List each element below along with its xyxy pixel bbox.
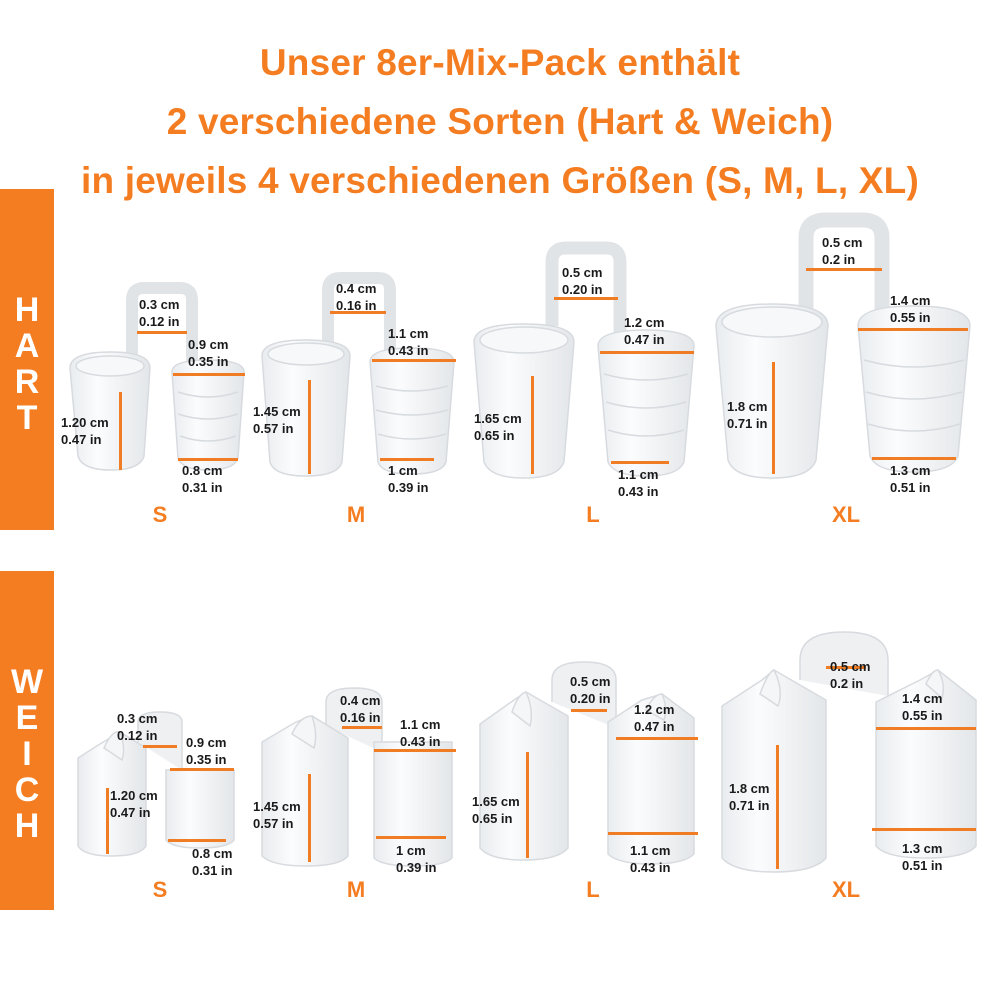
hart-m-bottom-label: 1 cm 0.39 in	[388, 463, 429, 495]
hart-l-bottom-line	[611, 461, 669, 464]
weich-xl-bridge-label: 0.5 cm 0.2 in	[830, 659, 871, 691]
hart-m-bridge-label: 0.4 cm 0.16 in	[336, 281, 377, 313]
weich-xl-bottom-line	[872, 828, 976, 831]
weich-xl-bottom-label: 1.3 cm 0.51 in	[902, 841, 943, 873]
hart-l-top-line	[600, 351, 694, 354]
weich-l-height-line	[526, 752, 529, 858]
weich-xl-height-label: 1.8 cm 0.71 in	[729, 781, 770, 813]
weich-s-bridge-label: 0.3 cm 0.12 in	[117, 711, 158, 743]
hart-m-bridge-line	[330, 311, 386, 314]
weich-l-top-line	[616, 737, 698, 740]
hart-size-l: L	[586, 502, 600, 527]
hart-xl-bottom-label: 1.3 cm 0.51 in	[890, 463, 931, 495]
hart-letter-t: T	[16, 399, 38, 437]
weich-l-dilator	[479, 661, 695, 865]
weich-size-xl: XL	[831, 877, 861, 902]
hart-s-height-label: 1.20 cm 0.47 in	[61, 415, 109, 447]
hart-l-height-line	[531, 376, 534, 474]
hart-letter-r: R	[14, 363, 40, 401]
hart-s-top-label: 0.9 cm 0.35 in	[188, 337, 229, 369]
hart-size-xl: XL	[831, 502, 861, 527]
weich-l-top-label: 1.2 cm 0.47 in	[634, 702, 675, 734]
weich-s-bridge-line	[143, 745, 177, 748]
hart-xl-bridge-line	[806, 268, 882, 271]
hart-l-top-label: 1.2 cm 0.47 in	[624, 315, 665, 347]
hart-m-dilator	[261, 272, 455, 477]
hart-s-bridge-line	[137, 331, 187, 334]
headline-line-2: 2 verschiedene Sorten (Hart & Weich)	[166, 101, 834, 142]
hart-m-height-line	[308, 380, 311, 474]
weich-letter-i: I	[22, 735, 32, 773]
weich-xl-height-line	[776, 745, 779, 869]
hart-m-height-label: 1.45 cm 0.57 in	[253, 404, 301, 436]
weich-size-s: S	[152, 877, 168, 902]
weich-size-m: M	[346, 877, 366, 902]
weich-sidebar: W E I C H	[0, 571, 54, 910]
hart-s-height-line	[119, 392, 122, 470]
weich-m-bottom-label: 1 cm 0.39 in	[396, 843, 437, 875]
hart-s-bridge-label: 0.3 cm 0.12 in	[139, 297, 180, 329]
headline-line-1: Unser 8er-Mix-Pack enthält	[259, 42, 741, 83]
hart-size-m: M	[346, 502, 366, 527]
weich-l-bridge-line	[571, 709, 607, 712]
weich-xl-top-line	[876, 727, 976, 730]
hart-xl-bottom-line	[872, 457, 956, 460]
weich-xl-dilator	[721, 631, 977, 873]
weich-letter-w: W	[10, 663, 44, 701]
hart-xl-bridge-label: 0.5 cm 0.2 in	[822, 235, 863, 267]
weich-s-top-label: 0.9 cm 0.35 in	[186, 735, 227, 767]
hart-letter-h: H	[14, 291, 40, 329]
weich-l-bridge-label: 0.5 cm 0.20 in	[570, 674, 611, 706]
hart-xl-top-label: 1.4 cm 0.55 in	[890, 293, 931, 325]
hart-xl-height-label: 1.8 cm 0.71 in	[727, 399, 768, 431]
weich-l-bottom-label: 1.1 cm 0.43 in	[630, 843, 671, 875]
hart-m-top-line	[372, 359, 456, 362]
hart-s-bottom-label: 0.8 cm 0.31 in	[182, 463, 223, 495]
hart-l-bridge-line	[554, 297, 618, 300]
hart-l-bottom-label: 1.1 cm 0.43 in	[618, 467, 659, 499]
weich-xl-top-label: 1.4 cm 0.55 in	[902, 691, 943, 723]
hart-xl-top-line	[858, 328, 968, 331]
weich-s-bottom-label: 0.8 cm 0.31 in	[192, 846, 233, 878]
weich-letter-c: C	[14, 771, 40, 809]
hart-sidebar: H A R T	[0, 189, 54, 530]
hart-m-bottom-line	[380, 458, 434, 461]
weich-l-bottom-line	[608, 832, 698, 835]
hart-s-bottom-line	[178, 458, 238, 461]
weich-l-height-label: 1.65 cm 0.65 in	[472, 794, 520, 826]
weich-s-bottom-line	[168, 839, 226, 842]
weich-s-height-label: 1.20 cm 0.47 in	[110, 788, 158, 820]
weich-m-bridge-label: 0.4 cm 0.16 in	[340, 693, 381, 725]
weich-letter-h: H	[14, 807, 40, 845]
weich-m-height-label: 1.45 cm 0.57 in	[253, 799, 301, 831]
hart-s-dilator	[69, 282, 245, 471]
hart-xl-height-line	[772, 362, 775, 474]
weich-m-height-line	[308, 774, 311, 862]
headline-line-3: in jeweils 4 verschiedenen Größen (S, M,…	[81, 160, 919, 201]
weich-s-dilator	[77, 711, 235, 857]
weich-m-top-line	[374, 749, 456, 752]
weich-m-dilator	[261, 687, 453, 867]
hart-l-bridge-label: 0.5 cm 0.20 in	[562, 265, 603, 297]
hart-m-top-label: 1.1 cm 0.43 in	[388, 326, 429, 358]
weich-letter-e: E	[15, 699, 39, 737]
weich-m-bottom-line	[376, 836, 446, 839]
hart-l-dilator	[473, 241, 695, 479]
hart-l-height-label: 1.65 cm 0.65 in	[474, 411, 522, 443]
hart-size-s: S	[152, 502, 168, 527]
weich-m-top-label: 1.1 cm 0.43 in	[400, 717, 441, 749]
weich-xl-bridge-line	[826, 666, 866, 669]
hart-letter-a: A	[14, 327, 40, 365]
weich-size-l: L	[586, 877, 600, 902]
weich-s-height-line	[106, 788, 109, 854]
weich-s-top-line	[170, 768, 234, 771]
hart-s-top-line	[173, 373, 245, 376]
weich-m-bridge-line	[342, 726, 382, 729]
